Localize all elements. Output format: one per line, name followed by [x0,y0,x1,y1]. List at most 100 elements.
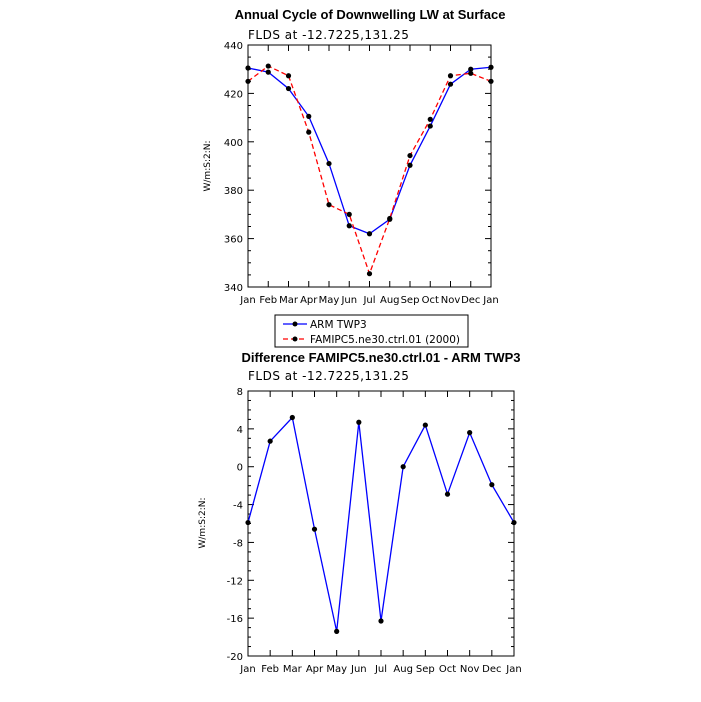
y-tick-label: 340 [224,283,243,294]
series-0-point [289,414,295,421]
y-tick-label: 8 [237,387,243,398]
series-0-point [346,223,352,229]
y-tick-label: 360 [224,235,243,246]
chart1-title: Annual Cycle of Downwelling LW at Surfac… [235,7,506,22]
series-line-1 [247,65,492,276]
chart1-subtitle: FLDS at -12.7225,131.25 [248,28,409,42]
y-tick-label: 4 [237,425,243,436]
series-0-point [366,231,373,237]
series-0-point [444,491,451,497]
x-tick-label: Dec [482,664,501,675]
y-tick-label: -16 [227,614,243,625]
chart2-x-tick-labels: Jan Feb Mar Apr May Jun Jul Aug Sep Oct Nov Dec Jan [239,664,521,675]
legend-box [274,314,469,348]
series-1-point [447,73,454,79]
x-tick-label: Mar [279,295,299,306]
x-tick-label: Nov [441,295,461,306]
series-1-point [306,129,312,135]
y-tick-label: 380 [224,186,243,197]
series-0-point [489,482,495,488]
series-1-point [366,271,373,277]
x-tick-label: May [326,664,347,675]
x-tick-label: Aug [380,295,400,306]
x-tick-label: Aug [393,664,413,675]
x-tick-label: Oct [422,295,439,306]
chart1-y-tick-labels: 340 360 380 400 420 440 [224,41,243,294]
series-1-point [346,211,352,217]
chart-annual-cycle: Annual Cycle of Downwelling LW at Surfac… [203,7,506,348]
x-tick-label: Feb [261,664,279,675]
series-0-point [447,81,454,87]
x-tick-label: Jan [505,664,521,675]
series-1-point [427,116,433,122]
x-tick-label: Jun [350,664,367,675]
series-0-point [427,123,433,129]
series-0-point [245,65,251,71]
series-1-point [265,63,271,69]
series-0-point [334,628,340,634]
chart2-subtitle: FLDS at -12.7225,131.25 [248,369,409,383]
y-tick-label: -4 [233,501,243,512]
series-0-point [467,430,473,436]
y-tick-label: 420 [224,89,243,100]
x-tick-label: Jul [362,295,375,306]
x-tick-label: Jan [239,295,255,306]
y-tick-label: 0 [237,463,243,474]
series-0-point [306,113,312,119]
y-tick-label: 400 [224,138,243,149]
x-tick-label: Jan [482,295,498,306]
series-1-point [407,152,413,159]
series-0-point [378,618,384,624]
series-0-point [311,526,318,532]
series-0-point [326,160,332,167]
series-line-0 [247,66,492,235]
x-tick-label: Dec [461,295,480,306]
x-tick-label: Nov [460,664,480,675]
x-tick-label: Jun [340,295,357,306]
legend-label-arm: ARM TWP3 [310,319,367,331]
x-tick-label: Oct [439,664,456,675]
series-0-point [285,85,292,92]
series-0-point [488,64,494,70]
x-tick-label: Sep [416,664,435,675]
legend-marker-famipc5 [292,336,298,342]
x-tick-label: Apr [306,664,324,675]
chart2-y-tick-labels: -20 -16 -12 -8 -4 0 4 8 [227,387,243,663]
y-tick-label: 440 [224,41,243,52]
x-tick-label: Sep [401,295,420,306]
x-tick-label: Jan [239,664,255,675]
y-tick-label: -8 [233,538,243,549]
series-1-point [285,73,292,79]
x-tick-label: Jul [374,664,387,675]
chart2-title: Difference FAMIPC5.ne30.ctrl.01 - ARM TW… [241,350,520,365]
series-1-point [468,70,474,76]
series-0-point [468,66,474,72]
x-tick-label: Feb [259,295,277,306]
chart1-series [245,63,494,277]
series-0-point [356,419,362,425]
chart1-x-tick-labels: Jan Feb Mar Apr May Jun Jul Aug Sep Oct Nov Dec Jan [239,295,498,306]
chart2-series [245,414,517,634]
series-0-point [265,69,271,75]
y-tick-label: -12 [227,576,243,587]
series-0-point [422,422,428,428]
series-0-point [407,162,413,168]
series-0-point [400,464,406,470]
chart1-axis-ticks [247,44,492,288]
series-0-point [245,519,251,526]
chart2-axis-ticks [247,390,515,657]
chart2-y-axis-label: W/m:S:2:N: [198,498,208,549]
y-tick-label: -20 [227,652,243,663]
series-0-point [267,438,273,444]
legend-label-famipc5: FAMIPC5.ne30.ctrl.01 (2000) [310,334,460,346]
legend-marker-arm [292,321,298,327]
series-1-point [488,78,494,84]
chart-difference: Difference FAMIPC5.ne30.ctrl.01 - ARM TW… [198,350,522,675]
series-line-0 [247,416,515,632]
series-0-point [511,519,517,526]
series-1-point [245,78,251,84]
chart1-y-axis-label: W/m:S:2:N: [203,141,213,192]
chart1-legend: ARM TWP3 FAMIPC5.ne30.ctrl.01 (2000) [274,314,469,348]
series-1-point [326,202,332,208]
